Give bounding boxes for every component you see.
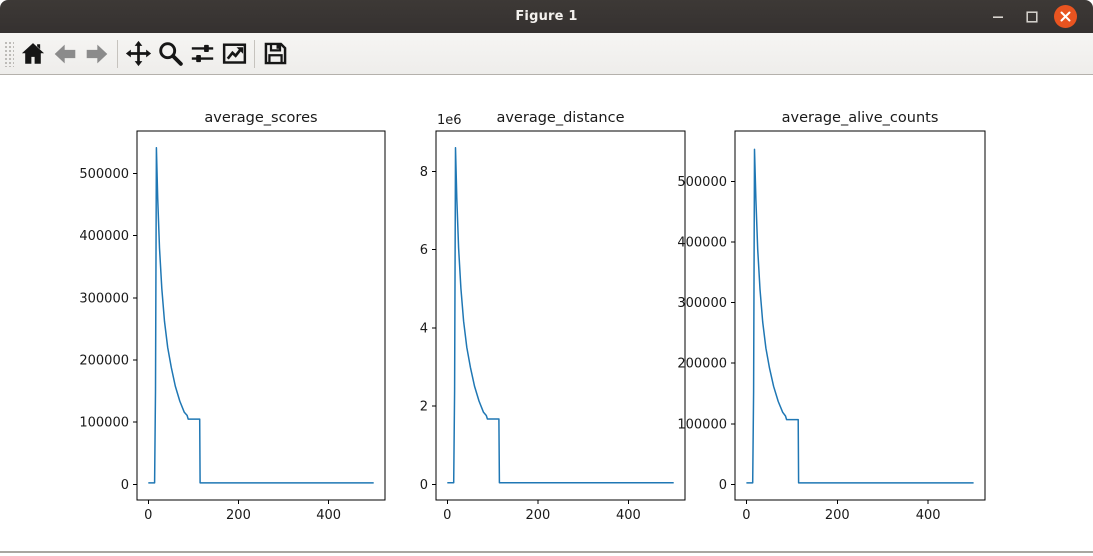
y-tick-label: 100000 bbox=[79, 416, 129, 431]
axes-box bbox=[136, 130, 386, 501]
y-tick-label: 0 bbox=[719, 478, 727, 493]
titlebar[interactable]: Figure 1 bbox=[0, 0, 1093, 33]
y-tick-label: 4 bbox=[420, 321, 428, 336]
y-tick-label: 500000 bbox=[79, 167, 129, 182]
axes-box bbox=[435, 130, 686, 501]
pan-icon bbox=[125, 40, 151, 67]
toolbar-separator bbox=[254, 39, 255, 68]
configure-subplots-icon bbox=[191, 44, 213, 63]
close-button[interactable] bbox=[1054, 5, 1077, 28]
y-tick-label: 0 bbox=[420, 478, 428, 493]
edit-plot-icon bbox=[222, 43, 246, 64]
toolbar bbox=[0, 33, 1093, 75]
series-line bbox=[447, 147, 674, 484]
y-tick-label: 500000 bbox=[677, 175, 727, 190]
y-tick-label: 300000 bbox=[79, 291, 129, 306]
x-tick-label: 400 bbox=[616, 508, 641, 523]
x-tick-label: 0 bbox=[443, 508, 451, 523]
configure-subplots-button[interactable] bbox=[186, 36, 218, 72]
y-tick-label: 2 bbox=[420, 400, 428, 415]
window-title: Figure 1 bbox=[515, 9, 578, 24]
y-tick-label: 300000 bbox=[677, 296, 727, 311]
x-tick-label: 400 bbox=[916, 508, 941, 523]
x-tick-label: 0 bbox=[144, 508, 152, 523]
y-tick-label: 6 bbox=[420, 243, 428, 258]
y-tick-label: 0 bbox=[121, 478, 129, 493]
maximize-button[interactable] bbox=[1020, 5, 1043, 28]
zoom-button[interactable] bbox=[154, 36, 186, 72]
forward-icon bbox=[86, 44, 108, 63]
figure-canvas[interactable]: 0 200 4000100000200000300000400000500000av… bbox=[0, 75, 1093, 556]
back-button[interactable] bbox=[49, 36, 81, 72]
subplot-title: average_alive_counts bbox=[782, 110, 939, 126]
back-icon bbox=[54, 44, 76, 63]
x-tick-label: 200 bbox=[226, 508, 251, 523]
home-icon bbox=[21, 42, 45, 64]
forward-button[interactable] bbox=[81, 36, 113, 72]
save-button[interactable] bbox=[259, 36, 291, 72]
toolbar-separator bbox=[117, 39, 118, 68]
y-tick-label: 400000 bbox=[79, 229, 129, 244]
home-button[interactable] bbox=[17, 36, 49, 72]
save-icon bbox=[264, 42, 286, 65]
maximize-icon bbox=[1025, 10, 1038, 23]
axes-box bbox=[734, 130, 986, 501]
subplot-title: average_distance bbox=[496, 110, 624, 126]
series-line bbox=[746, 148, 974, 484]
minimize-icon bbox=[992, 15, 1003, 18]
toolbar-grip-handle[interactable] bbox=[4, 40, 14, 67]
x-tick-label: 200 bbox=[525, 508, 550, 523]
y-tick-label: 400000 bbox=[677, 236, 727, 251]
axis-offset-label: 1e6 bbox=[437, 113, 462, 128]
subplot-title: average_scores bbox=[204, 110, 317, 126]
x-tick-label: 200 bbox=[825, 508, 850, 523]
window-controls bbox=[986, 0, 1077, 33]
pan-button[interactable] bbox=[122, 36, 154, 72]
x-tick-label: 400 bbox=[316, 508, 341, 523]
y-tick-label: 8 bbox=[420, 165, 428, 180]
series-line bbox=[148, 147, 374, 484]
close-icon bbox=[1060, 11, 1071, 22]
x-tick-label: 0 bbox=[742, 508, 750, 523]
zoom-icon bbox=[158, 42, 183, 66]
edit-plot-button[interactable] bbox=[218, 36, 250, 72]
y-tick-label: 200000 bbox=[677, 357, 727, 372]
minimize-button[interactable] bbox=[986, 5, 1009, 28]
status-divider bbox=[0, 551, 1093, 553]
y-tick-label: 100000 bbox=[677, 417, 727, 432]
y-tick-label: 200000 bbox=[79, 353, 129, 368]
